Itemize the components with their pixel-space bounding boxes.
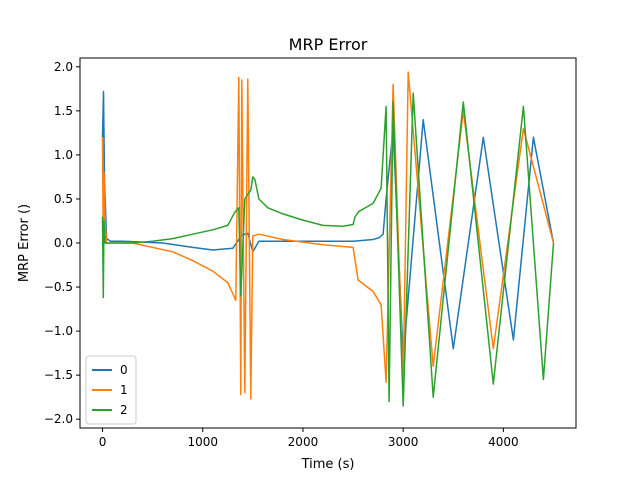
- y-axis-label: MRP Error (): [17, 204, 32, 282]
- x-axis-label: Time (s): [301, 457, 355, 472]
- plot-area: [101, 71, 555, 407]
- y-tick-label: 1.0: [54, 148, 73, 162]
- x-tick-label: 3000: [388, 435, 419, 449]
- x-tick-label: 0: [99, 435, 107, 449]
- y-tick-label: 0.5: [54, 192, 73, 206]
- y-tick-label: −2.0: [44, 412, 73, 426]
- legend-label-2: 2: [120, 403, 128, 417]
- series-line-0: [101, 90, 555, 359]
- x-tick-label: 2000: [288, 435, 319, 449]
- x-axis: 0 1000 2000 3000 4000: [99, 428, 519, 449]
- series-line-2: [101, 92, 555, 407]
- y-axis: −2.0 −1.5 −1.0 −0.5 0.0 0.5 1.0 1.5 2.0: [44, 60, 80, 426]
- y-tick-label: 1.5: [54, 104, 73, 118]
- y-tick-label: 0.0: [54, 236, 73, 250]
- x-tick-label: 1000: [187, 435, 218, 449]
- x-tick-label: 4000: [488, 435, 519, 449]
- legend-label-1: 1: [120, 383, 128, 397]
- chart-title: MRP Error: [289, 35, 368, 54]
- y-tick-label: −0.5: [44, 280, 73, 294]
- y-tick-label: −1.0: [44, 324, 73, 338]
- legend-label-0: 0: [120, 363, 128, 377]
- y-tick-label: 2.0: [54, 60, 73, 74]
- y-tick-label: −1.5: [44, 368, 73, 382]
- legend: 0 1 2: [85, 355, 137, 425]
